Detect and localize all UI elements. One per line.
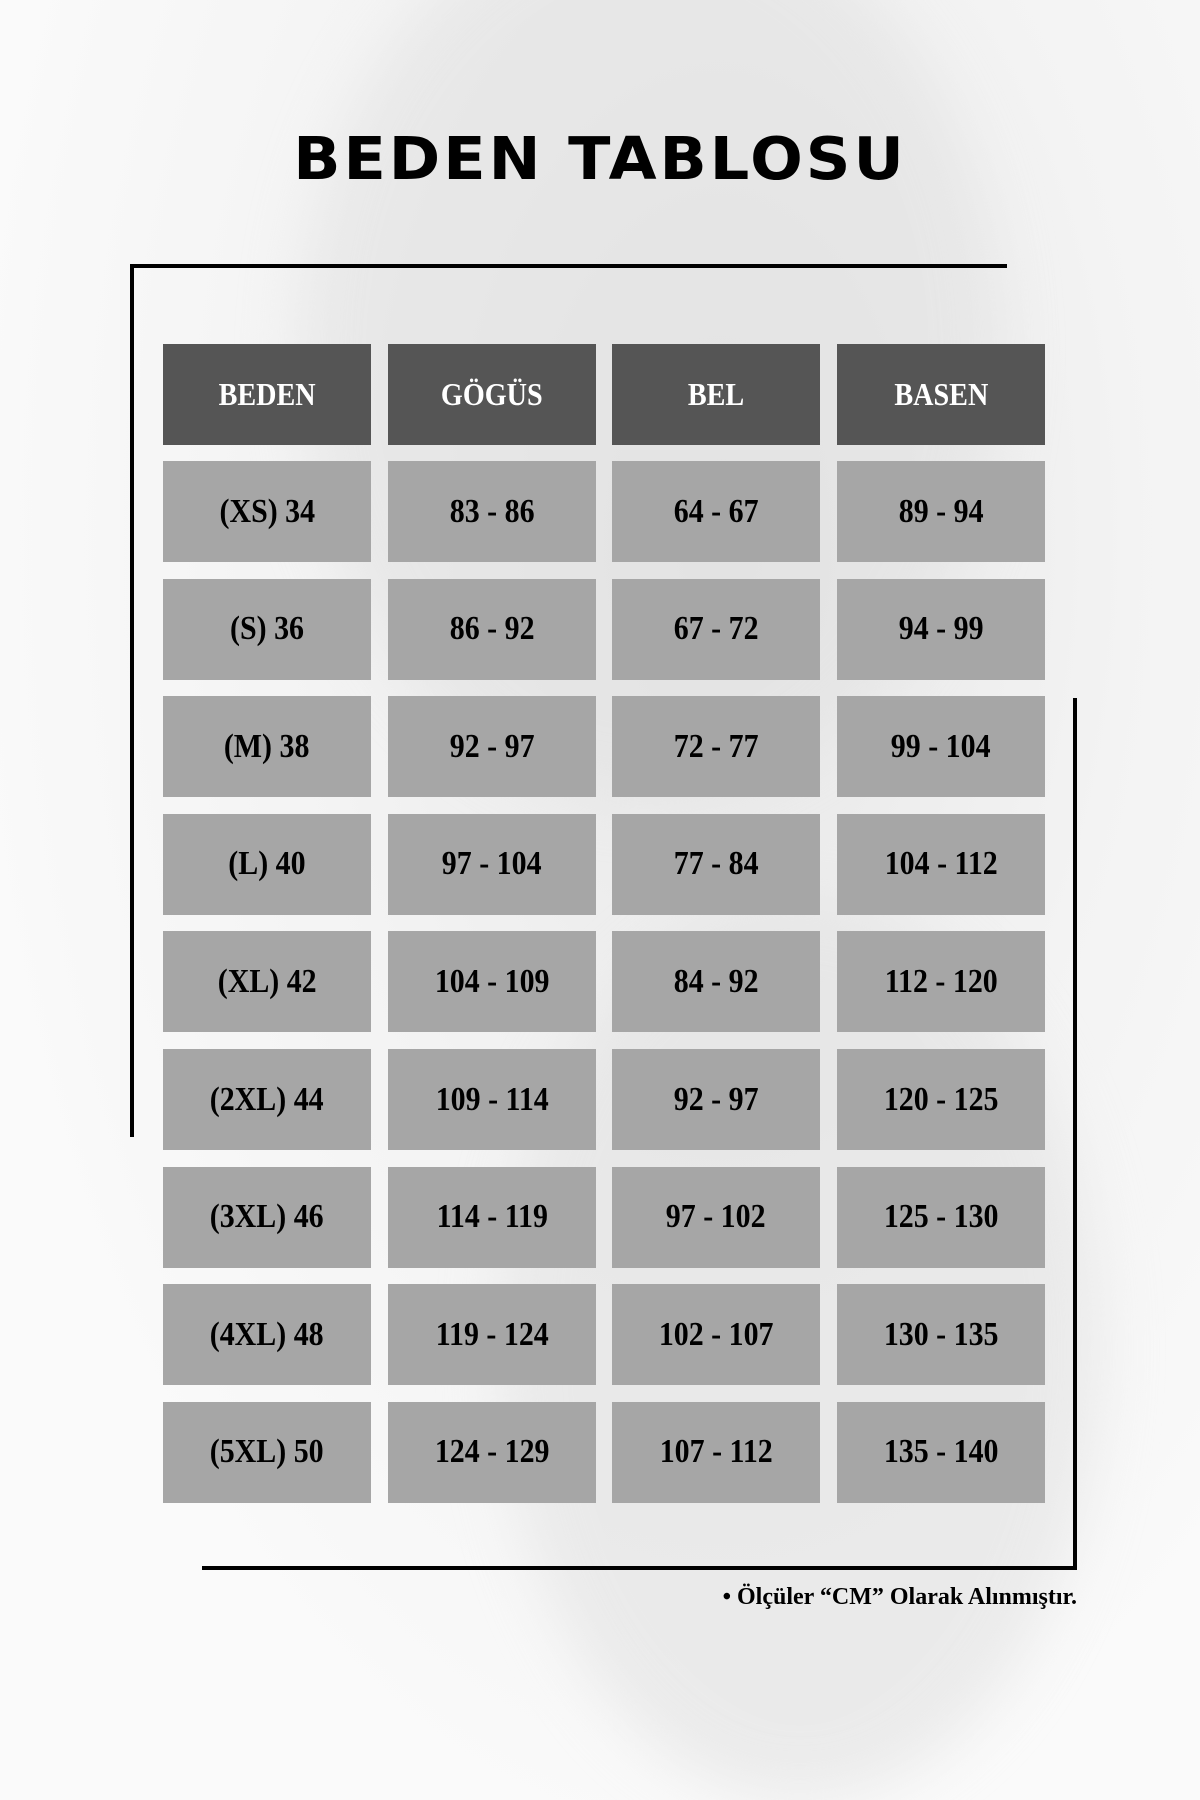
cell-text: BEL — [687, 376, 745, 412]
cell-text: (L) 40 — [228, 845, 306, 883]
cell-text: (5XL) 50 — [210, 1433, 324, 1471]
page-title: BEDEN TABLOSU — [293, 123, 907, 194]
cell-beden: (2XL) 44 — [163, 1049, 371, 1150]
cell-text: 130 - 135 — [883, 1315, 999, 1353]
cell-bel: 77 - 84 — [612, 813, 820, 915]
cell-text: 83 - 86 — [449, 492, 535, 530]
cell-text: 92 - 97 — [449, 727, 535, 765]
cell-text: BEDEN — [218, 376, 316, 412]
cell-text: GÖGÜS — [441, 376, 543, 412]
cell-text: 112 - 120 — [884, 962, 998, 1000]
cell-text: 120 - 125 — [883, 1080, 999, 1118]
cell-text: 84 - 92 — [673, 962, 759, 1000]
cell-gogus: 104 - 109 — [388, 931, 596, 1033]
cell-bel: 102 - 107 — [612, 1284, 820, 1386]
cell-text: 72 - 77 — [673, 727, 759, 765]
header-basen: BASEN — [837, 344, 1045, 445]
cell-text: 94 - 99 — [898, 610, 984, 648]
cell-beden: (S) 36 — [163, 578, 371, 680]
cell-text: 97 - 102 — [666, 1198, 766, 1236]
cell-beden: (XS) 34 — [163, 461, 371, 562]
cell-text: (4XL) 48 — [210, 1315, 324, 1353]
header-bel: BEL — [612, 344, 820, 445]
cell-basen: 104 - 112 — [837, 813, 1045, 915]
cell-text: 125 - 130 — [883, 1198, 999, 1236]
cell-text: 67 - 72 — [673, 610, 759, 648]
cell-text: BASEN — [894, 376, 988, 412]
header-beden: BEDEN — [163, 344, 371, 445]
cell-basen: 120 - 125 — [837, 1049, 1045, 1150]
cell-text: 124 - 129 — [434, 1433, 550, 1471]
cell-bel: 97 - 102 — [612, 1166, 820, 1268]
cell-text: 114 - 119 — [436, 1198, 548, 1236]
cell-bel: 92 - 97 — [612, 1049, 820, 1150]
header-gogus: GÖGÜS — [388, 344, 596, 445]
cell-bel: 107 - 112 — [612, 1401, 820, 1503]
cell-gogus: 124 - 129 — [388, 1401, 596, 1503]
cell-text: (S) 36 — [230, 610, 304, 648]
cell-text: 109 - 114 — [435, 1080, 549, 1118]
cell-text: (M) 38 — [224, 727, 310, 765]
cell-text: 107 - 112 — [659, 1433, 773, 1471]
cell-text: 119 - 124 — [435, 1315, 549, 1353]
cell-basen: 89 - 94 — [837, 461, 1045, 562]
cell-gogus: 109 - 114 — [388, 1049, 596, 1150]
cell-bel: 84 - 92 — [612, 931, 820, 1033]
cell-text: 64 - 67 — [673, 492, 759, 530]
cell-text: 92 - 97 — [673, 1080, 759, 1118]
cell-beden: (3XL) 46 — [163, 1166, 371, 1268]
footnote: • Ölçüler “CM” Olarak Alınmıştır. — [722, 1584, 1077, 1610]
cell-basen: 125 - 130 — [837, 1166, 1045, 1268]
cell-beden: (5XL) 50 — [163, 1401, 371, 1503]
cell-text: 102 - 107 — [658, 1315, 774, 1353]
frame-right-line — [1073, 698, 1077, 1570]
cell-basen: 112 - 120 — [837, 931, 1045, 1033]
cell-text: 99 - 104 — [891, 727, 991, 765]
cell-text: 104 - 112 — [884, 845, 998, 883]
cell-basen: 130 - 135 — [837, 1284, 1045, 1386]
cell-gogus: 92 - 97 — [388, 696, 596, 798]
cell-basen: 94 - 99 — [837, 578, 1045, 680]
cell-text: (XL) 42 — [217, 962, 317, 1000]
cell-gogus: 83 - 86 — [388, 461, 596, 562]
cell-beden: (XL) 42 — [163, 931, 371, 1033]
cell-bel: 64 - 67 — [612, 461, 820, 562]
cell-text: 77 - 84 — [673, 845, 759, 883]
frame-bottom-line — [202, 1566, 1077, 1570]
cell-gogus: 119 - 124 — [388, 1284, 596, 1386]
cell-beden: (L) 40 — [163, 813, 371, 915]
cell-basen: 135 - 140 — [837, 1401, 1045, 1503]
cell-text: 135 - 140 — [883, 1433, 999, 1471]
cell-text: 86 - 92 — [449, 610, 535, 648]
cell-text: 97 - 104 — [442, 845, 542, 883]
cell-beden: (4XL) 48 — [163, 1284, 371, 1386]
cell-text: 89 - 94 — [898, 492, 984, 530]
cell-gogus: 114 - 119 — [388, 1166, 596, 1268]
cell-text: (3XL) 46 — [210, 1198, 324, 1236]
cell-text: (XS) 34 — [219, 492, 315, 530]
cell-text: (2XL) 44 — [210, 1080, 324, 1118]
frame-left-line — [130, 264, 134, 1137]
cell-text: 104 - 109 — [434, 962, 550, 1000]
cell-bel: 72 - 77 — [612, 696, 820, 798]
frame-top-line — [134, 264, 1007, 268]
cell-gogus: 97 - 104 — [388, 813, 596, 915]
cell-beden: (M) 38 — [163, 696, 371, 798]
cell-basen: 99 - 104 — [837, 696, 1045, 798]
cell-gogus: 86 - 92 — [388, 578, 596, 680]
cell-bel: 67 - 72 — [612, 578, 820, 680]
